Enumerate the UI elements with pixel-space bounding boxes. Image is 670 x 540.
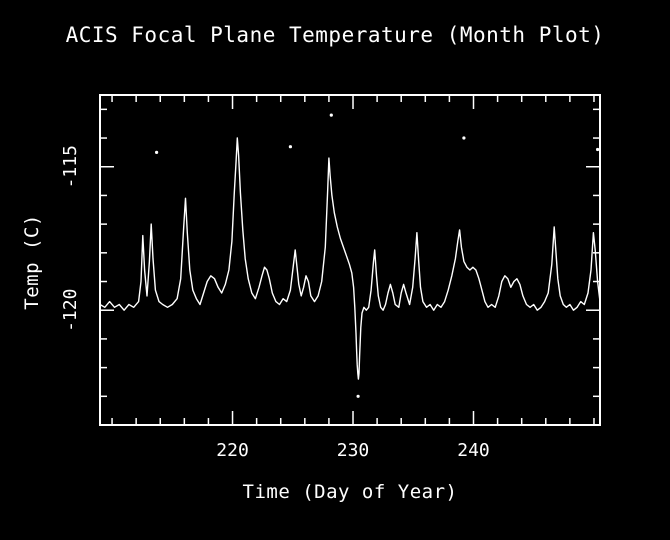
plot-box xyxy=(99,94,601,426)
outlier-sample-dot xyxy=(288,145,292,149)
outlier-sample-dot xyxy=(329,113,333,117)
x-tick-label: 220 xyxy=(216,440,249,461)
outlier-sample-dot xyxy=(155,150,159,154)
y-tick-label: -115 xyxy=(60,145,81,188)
x-axis-label: Time (Day of Year) xyxy=(243,481,458,503)
chart-title: ACIS Focal Plane Temperature (Month Plot… xyxy=(66,23,605,47)
x-tick-label: 240 xyxy=(457,440,490,461)
outlier-sample-dot xyxy=(462,136,466,140)
x-tick-label: 230 xyxy=(337,440,370,461)
temp-series-layer xyxy=(99,113,601,398)
outlier-sample-dot xyxy=(596,147,600,152)
y-tick-label: -120 xyxy=(60,289,81,332)
ticks-layer: 220 230 240 -115 -120 xyxy=(60,95,600,461)
y-axis-label: Temp (C) xyxy=(21,214,43,310)
outlier-sample-dot xyxy=(356,394,360,398)
temp-series-focal-plane-temperature xyxy=(99,137,601,380)
